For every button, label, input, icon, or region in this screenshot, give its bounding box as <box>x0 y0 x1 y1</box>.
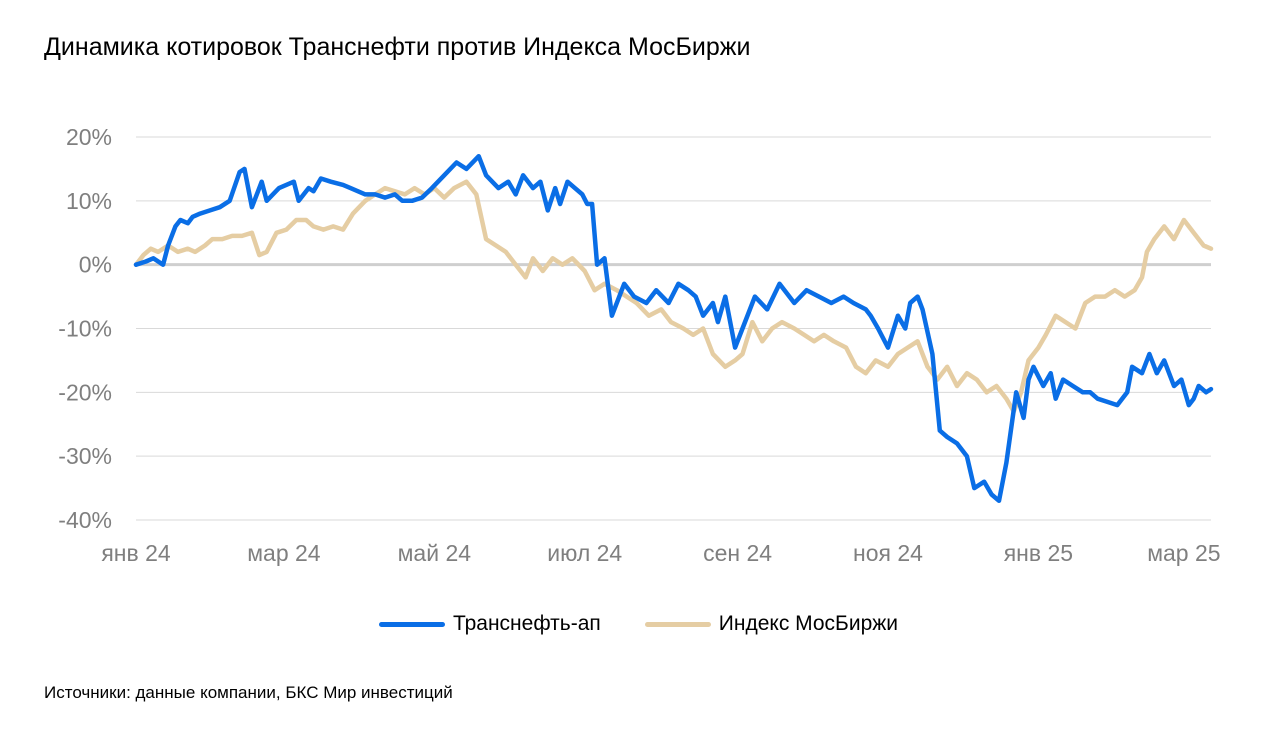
chart-title: Динамика котировок Транснефти против Инд… <box>44 33 751 61</box>
legend-swatch-series2 <box>644 621 711 627</box>
y-tick-label: -20% <box>58 379 112 405</box>
legend: Транснефть-ап Индекс МосБиржи <box>0 612 1277 636</box>
x-tick-label: ноя 24 <box>853 540 923 566</box>
x-tick-label: июл 24 <box>547 540 622 566</box>
y-tick-label: -40% <box>58 507 112 533</box>
grid-lines <box>136 136 1211 521</box>
x-tick-label: мар 25 <box>1147 540 1220 566</box>
legend-item-series1: Транснефть-ап <box>378 612 601 636</box>
x-tick-label: мар 24 <box>247 540 321 566</box>
series-line-moex <box>133 179 1214 414</box>
x-tick-label: янв 25 <box>1004 540 1073 566</box>
series-lines <box>133 153 1214 504</box>
source-note: Источники: данные компании, БКС Мир инве… <box>44 683 453 702</box>
x-tick-label: сен 24 <box>703 540 772 566</box>
x-axis-ticks: янв 24 мар 24 май 24 июл 24 сен 24 ноя 24 янв … <box>101 540 1220 566</box>
y-tick-label: 10% <box>66 188 112 214</box>
legend-label-series2: Индекс МосБиржи <box>718 612 899 635</box>
y-tick-label: -30% <box>58 443 112 469</box>
x-tick-label: май 24 <box>398 540 472 566</box>
legend-item-series2: Индекс МосБиржи <box>644 612 899 636</box>
y-tick-label: 20% <box>66 124 112 150</box>
series-line-transneft <box>133 153 1214 504</box>
y-tick-label: -10% <box>58 316 112 342</box>
y-tick-label: 0% <box>79 252 112 278</box>
line-chart: 20% 10% 0% -10% -20% -30% -40% янв 24 мар 24 май… <box>58 124 1220 566</box>
y-axis-ticks: 20% 10% 0% -10% -20% -30% -40% <box>58 124 112 533</box>
legend-label-series1: Транснефть-ап <box>452 612 601 635</box>
x-tick-label: янв 24 <box>101 540 171 566</box>
legend-swatch-series1 <box>378 621 445 627</box>
